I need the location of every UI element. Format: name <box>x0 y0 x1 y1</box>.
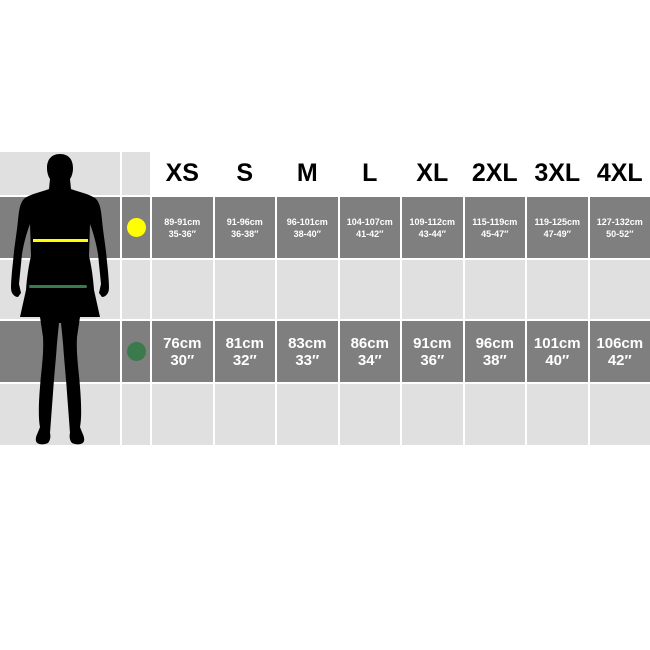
waist-value-cell: 83cm 33″ <box>277 321 338 382</box>
empty-cell <box>589 384 650 445</box>
size-label: XL <box>416 159 449 187</box>
waist-indicator-cell <box>122 321 150 382</box>
chest-value-cell: 89-91cm 35-36″ <box>152 197 213 258</box>
empty-cell <box>527 384 588 445</box>
waist-value-cell: 86cm 34″ <box>339 321 400 382</box>
chest-inch: 50-52″ <box>606 228 634 239</box>
size-label: L <box>362 159 378 187</box>
chest-value-cell: 91-96cm 36-38″ <box>214 197 275 258</box>
waist-inch: 34″ <box>357 351 382 369</box>
chest-cm: 109-112cm <box>409 216 456 227</box>
waist-inch: 42″ <box>607 351 632 369</box>
waist-inch: 38″ <box>482 351 507 369</box>
waist-value-cell: 81cm 32″ <box>214 321 275 382</box>
empty-cell <box>152 260 213 319</box>
waist-cm: 96cm <box>475 334 514 352</box>
waist-cm: 106cm <box>596 334 644 352</box>
size-header: L <box>339 152 400 195</box>
chest-cm: 115-119cm <box>472 216 518 227</box>
size-header: XS <box>152 152 213 195</box>
chest-cm: 127-132cm <box>596 216 643 227</box>
size-header: 4XL <box>589 152 650 195</box>
waist-inch: 33″ <box>295 351 320 369</box>
header-icon-cell <box>122 152 150 195</box>
waist-inch: 40″ <box>545 351 570 369</box>
chest-indicator-cell <box>122 197 150 258</box>
size-header: 2XL <box>464 152 525 195</box>
waist-value-cell: 76cm 30″ <box>152 321 213 382</box>
waist-cm: 83cm <box>288 334 327 352</box>
chest-value-cell: 127-132cm 50-52″ <box>589 197 650 258</box>
size-label: 4XL <box>596 159 643 187</box>
chest-value-cell: 96-101cm 38-40″ <box>277 197 338 258</box>
waist-value-cell: 96cm 38″ <box>464 321 525 382</box>
empty-cell <box>122 384 150 445</box>
chest-cm: 96-101cm <box>286 216 328 227</box>
waist-cm: 81cm <box>225 334 264 352</box>
empty-cell <box>214 260 275 319</box>
empty-cell <box>527 260 588 319</box>
waist-cm: 101cm <box>533 334 581 352</box>
size-label: XS <box>165 159 199 187</box>
figure-cell <box>0 384 120 445</box>
empty-cell <box>464 384 525 445</box>
waist-cm: 91cm <box>413 334 452 352</box>
size-header: S <box>214 152 275 195</box>
empty-cell <box>339 260 400 319</box>
empty-cell <box>589 260 650 319</box>
waist-value-cell: 91cm 36″ <box>402 321 463 382</box>
chest-inch: 43-44″ <box>418 228 446 239</box>
chest-cm: 104-107cm <box>346 216 393 227</box>
waist-cm: 76cm <box>163 334 202 352</box>
waist-dot-icon <box>126 342 146 361</box>
size-header: 3XL <box>527 152 588 195</box>
chest-value-cell: 115-119cm 45-47″ <box>464 197 525 258</box>
size-header: XL <box>402 152 463 195</box>
chest-inch: 36-38″ <box>231 228 259 239</box>
waist-value-cell: 101cm 40″ <box>527 321 588 382</box>
chest-value-cell: 109-112cm 43-44″ <box>402 197 463 258</box>
empty-cell <box>402 260 463 319</box>
chest-cm: 91-96cm <box>226 216 263 227</box>
empty-cell <box>402 384 463 445</box>
waist-inch: 30″ <box>170 351 195 369</box>
chest-cm: 119-125cm <box>534 216 581 227</box>
empty-cell <box>277 260 338 319</box>
waist-line <box>29 285 87 288</box>
chest-inch: 38-40″ <box>293 228 321 239</box>
size-label: M <box>296 159 318 187</box>
chest-line <box>33 239 88 242</box>
waist-inch: 36″ <box>420 351 445 369</box>
empty-cell <box>214 384 275 445</box>
chest-cm: 89-91cm <box>164 216 201 227</box>
figure-cell <box>0 321 120 382</box>
chest-inch: 35-36″ <box>168 228 196 239</box>
chest-dot-icon <box>126 218 146 237</box>
size-label: S <box>236 159 254 187</box>
size-label: 2XL <box>471 159 518 187</box>
chest-value-cell: 104-107cm 41-42″ <box>339 197 400 258</box>
size-label: 3XL <box>534 159 581 187</box>
empty-cell <box>152 384 213 445</box>
body-silhouette-icon <box>11 154 109 445</box>
size-header: M <box>277 152 338 195</box>
waist-value-cell: 106cm 42″ <box>589 321 650 382</box>
waist-cm: 86cm <box>350 334 389 352</box>
empty-cell <box>277 384 338 445</box>
empty-cell <box>122 260 150 319</box>
chest-value-cell: 119-125cm 47-49″ <box>527 197 588 258</box>
chest-inch: 45-47″ <box>481 228 509 239</box>
size-chart: XS S M L XL 2XL 3XL 4XL 89-91cm 35-36″ 91-96cm 36-3… <box>0 152 650 445</box>
waist-inch: 32″ <box>232 351 257 369</box>
chest-inch: 41-42″ <box>356 228 384 239</box>
empty-cell <box>464 260 525 319</box>
empty-cell <box>339 384 400 445</box>
chest-inch: 47-49″ <box>543 228 571 239</box>
